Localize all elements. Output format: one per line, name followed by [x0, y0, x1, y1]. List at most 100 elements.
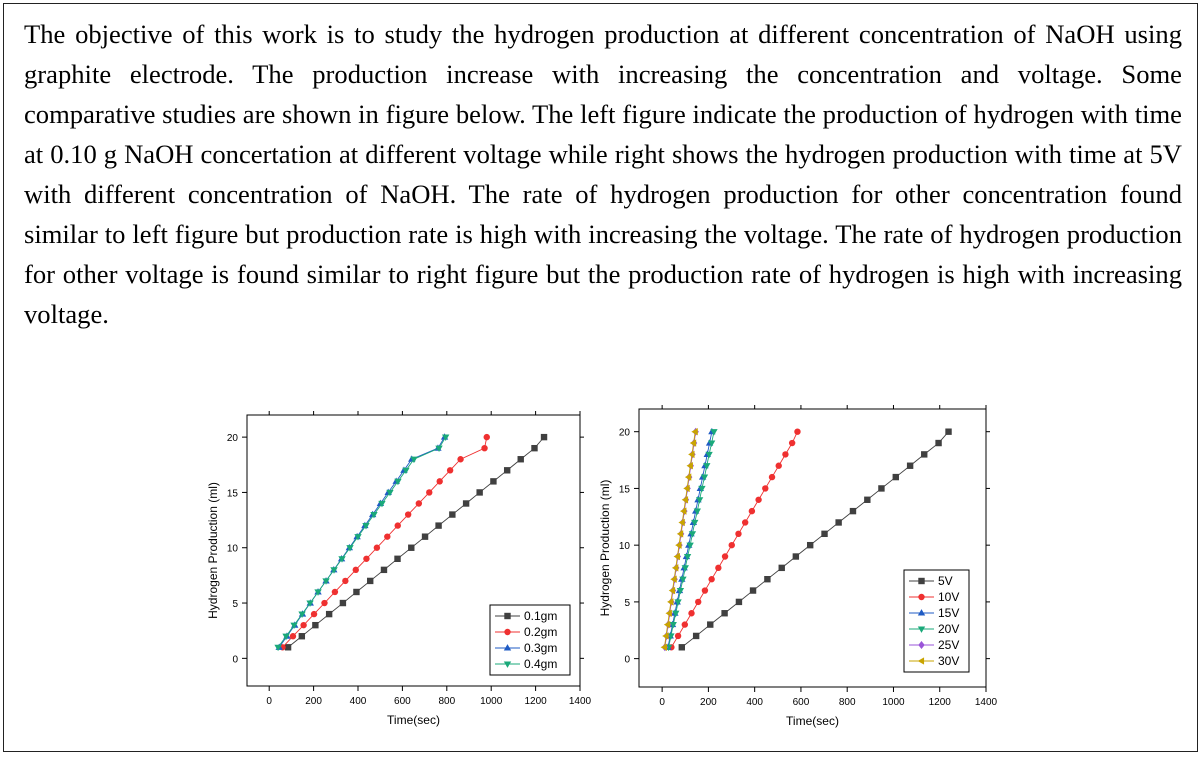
data-point-0.1gm: [476, 489, 483, 496]
data-point-5V: [778, 564, 785, 572]
data-point-5V: [707, 621, 714, 628]
data-point-0.2gm: [352, 566, 359, 574]
legend-marker-10V: [918, 593, 925, 601]
y-tick-label: 15: [619, 484, 631, 495]
x-tick-label: 1000: [882, 697, 905, 708]
data-point-20V: [703, 463, 711, 470]
data-point-30V: [681, 496, 689, 504]
legend-marker-5V: [918, 577, 925, 585]
data-point-20V: [686, 542, 694, 550]
legend-marker-0.1gm: [504, 612, 511, 620]
y-tick-label: 10: [619, 541, 631, 552]
data-point-0.4gm: [386, 489, 394, 497]
data-point-30V: [670, 575, 677, 583]
x-tick-label: 800: [839, 697, 856, 708]
y-tick-label: 15: [227, 488, 239, 499]
data-point-20V: [672, 610, 680, 618]
data-point-0.2gm: [436, 478, 443, 485]
data-point-20V: [669, 622, 677, 629]
right-chart: 0 200 400 600 800 1000 1200 1400 0 5 10 15 20 Time(se…: [598, 405, 998, 728]
data-point-10V: [708, 576, 715, 583]
legend-label: 30V: [938, 654, 959, 668]
data-point-10V: [715, 564, 722, 572]
data-point-0.1gm: [394, 555, 401, 562]
data-point-0.1gm: [325, 610, 333, 618]
data-point-20V: [679, 576, 687, 584]
data-point-0.2gm: [373, 544, 381, 551]
legend-label: 0.4gm: [524, 657, 557, 671]
legend-label: 15V: [938, 606, 959, 620]
data-point-0.4gm: [402, 467, 410, 475]
data-point-0.2gm: [289, 633, 297, 640]
y-tick-label: 20: [227, 433, 239, 444]
data-point-0.2gm: [415, 500, 423, 507]
data-point-30V: [668, 586, 676, 595]
x-tick-label: 1400: [569, 696, 592, 707]
data-point-0.1gm: [380, 566, 388, 574]
data-point-0.4gm: [282, 633, 290, 641]
data-point-30V: [691, 428, 698, 436]
data-point-5V: [678, 644, 685, 651]
x-tick-label: 0: [266, 696, 272, 707]
x-tick-label: 800: [438, 696, 455, 707]
x-tick-label: 200: [305, 696, 322, 707]
data-point-0.4gm: [298, 611, 306, 618]
data-point-0.4gm: [338, 556, 346, 563]
data-point-30V: [673, 552, 680, 561]
data-point-30V: [686, 462, 693, 470]
legend-label: 0.1gm: [524, 609, 557, 623]
x-axis-title: Time(sec): [387, 713, 440, 727]
y-tick-label: 0: [232, 654, 238, 665]
data-point-5V: [878, 485, 885, 492]
data-point-10V: [695, 598, 702, 606]
data-point-20V: [691, 519, 699, 527]
legend-label: 0.2gm: [524, 625, 557, 639]
legend-label: 20V: [938, 622, 959, 636]
data-point-0.2gm: [404, 511, 412, 518]
data-point-0.1gm: [435, 522, 442, 529]
data-point-30V: [663, 620, 671, 629]
data-point-5V: [945, 428, 952, 435]
data-point-5V: [721, 610, 728, 617]
data-point-0.2gm: [321, 599, 328, 607]
data-point-5V: [806, 541, 814, 549]
data-point-30V: [678, 518, 685, 527]
data-point-5V: [864, 496, 871, 503]
data-point-0.2gm: [300, 621, 307, 629]
data-point-5V: [692, 632, 700, 640]
legend-marker-30V: [917, 657, 925, 665]
y-tick-label: 20: [619, 428, 631, 439]
data-point-10V: [735, 530, 742, 538]
data-point-10V: [788, 439, 796, 447]
legend-label: 10V: [938, 590, 959, 604]
x-tick-label: 600: [394, 696, 411, 707]
data-point-30V: [676, 530, 684, 538]
data-point-10V: [782, 451, 789, 458]
data-point-20V: [710, 429, 718, 436]
data-point-10V: [755, 496, 762, 503]
data-point-0.1gm: [339, 599, 347, 607]
y-tick-label: 0: [624, 655, 630, 666]
data-point-0.2gm: [481, 444, 488, 452]
data-point-10V: [674, 632, 682, 640]
data-point-0.4gm: [354, 534, 362, 541]
data-point-0.2gm: [342, 577, 349, 585]
data-point-10V: [741, 519, 749, 526]
data-point-0.1gm: [490, 478, 497, 485]
data-point-0.4gm: [442, 434, 450, 441]
data-point-0.2gm: [457, 456, 464, 463]
data-point-30V: [662, 632, 669, 640]
data-point-5V: [906, 462, 914, 469]
data-point-20V: [698, 485, 706, 493]
y-tick-label: 5: [624, 598, 630, 609]
data-point-20V: [674, 599, 682, 606]
legend-marker-20V: [917, 626, 926, 633]
x-tick-label: 0: [659, 697, 665, 708]
data-point-0.4gm: [290, 622, 298, 630]
legend-marker-25V: [918, 641, 925, 649]
data-point-10V: [728, 541, 735, 549]
data-point-0.1gm: [298, 633, 306, 640]
x-tick-label: 600: [793, 697, 810, 708]
legend-label: 25V: [938, 638, 959, 652]
data-point-0.2gm: [446, 467, 454, 474]
